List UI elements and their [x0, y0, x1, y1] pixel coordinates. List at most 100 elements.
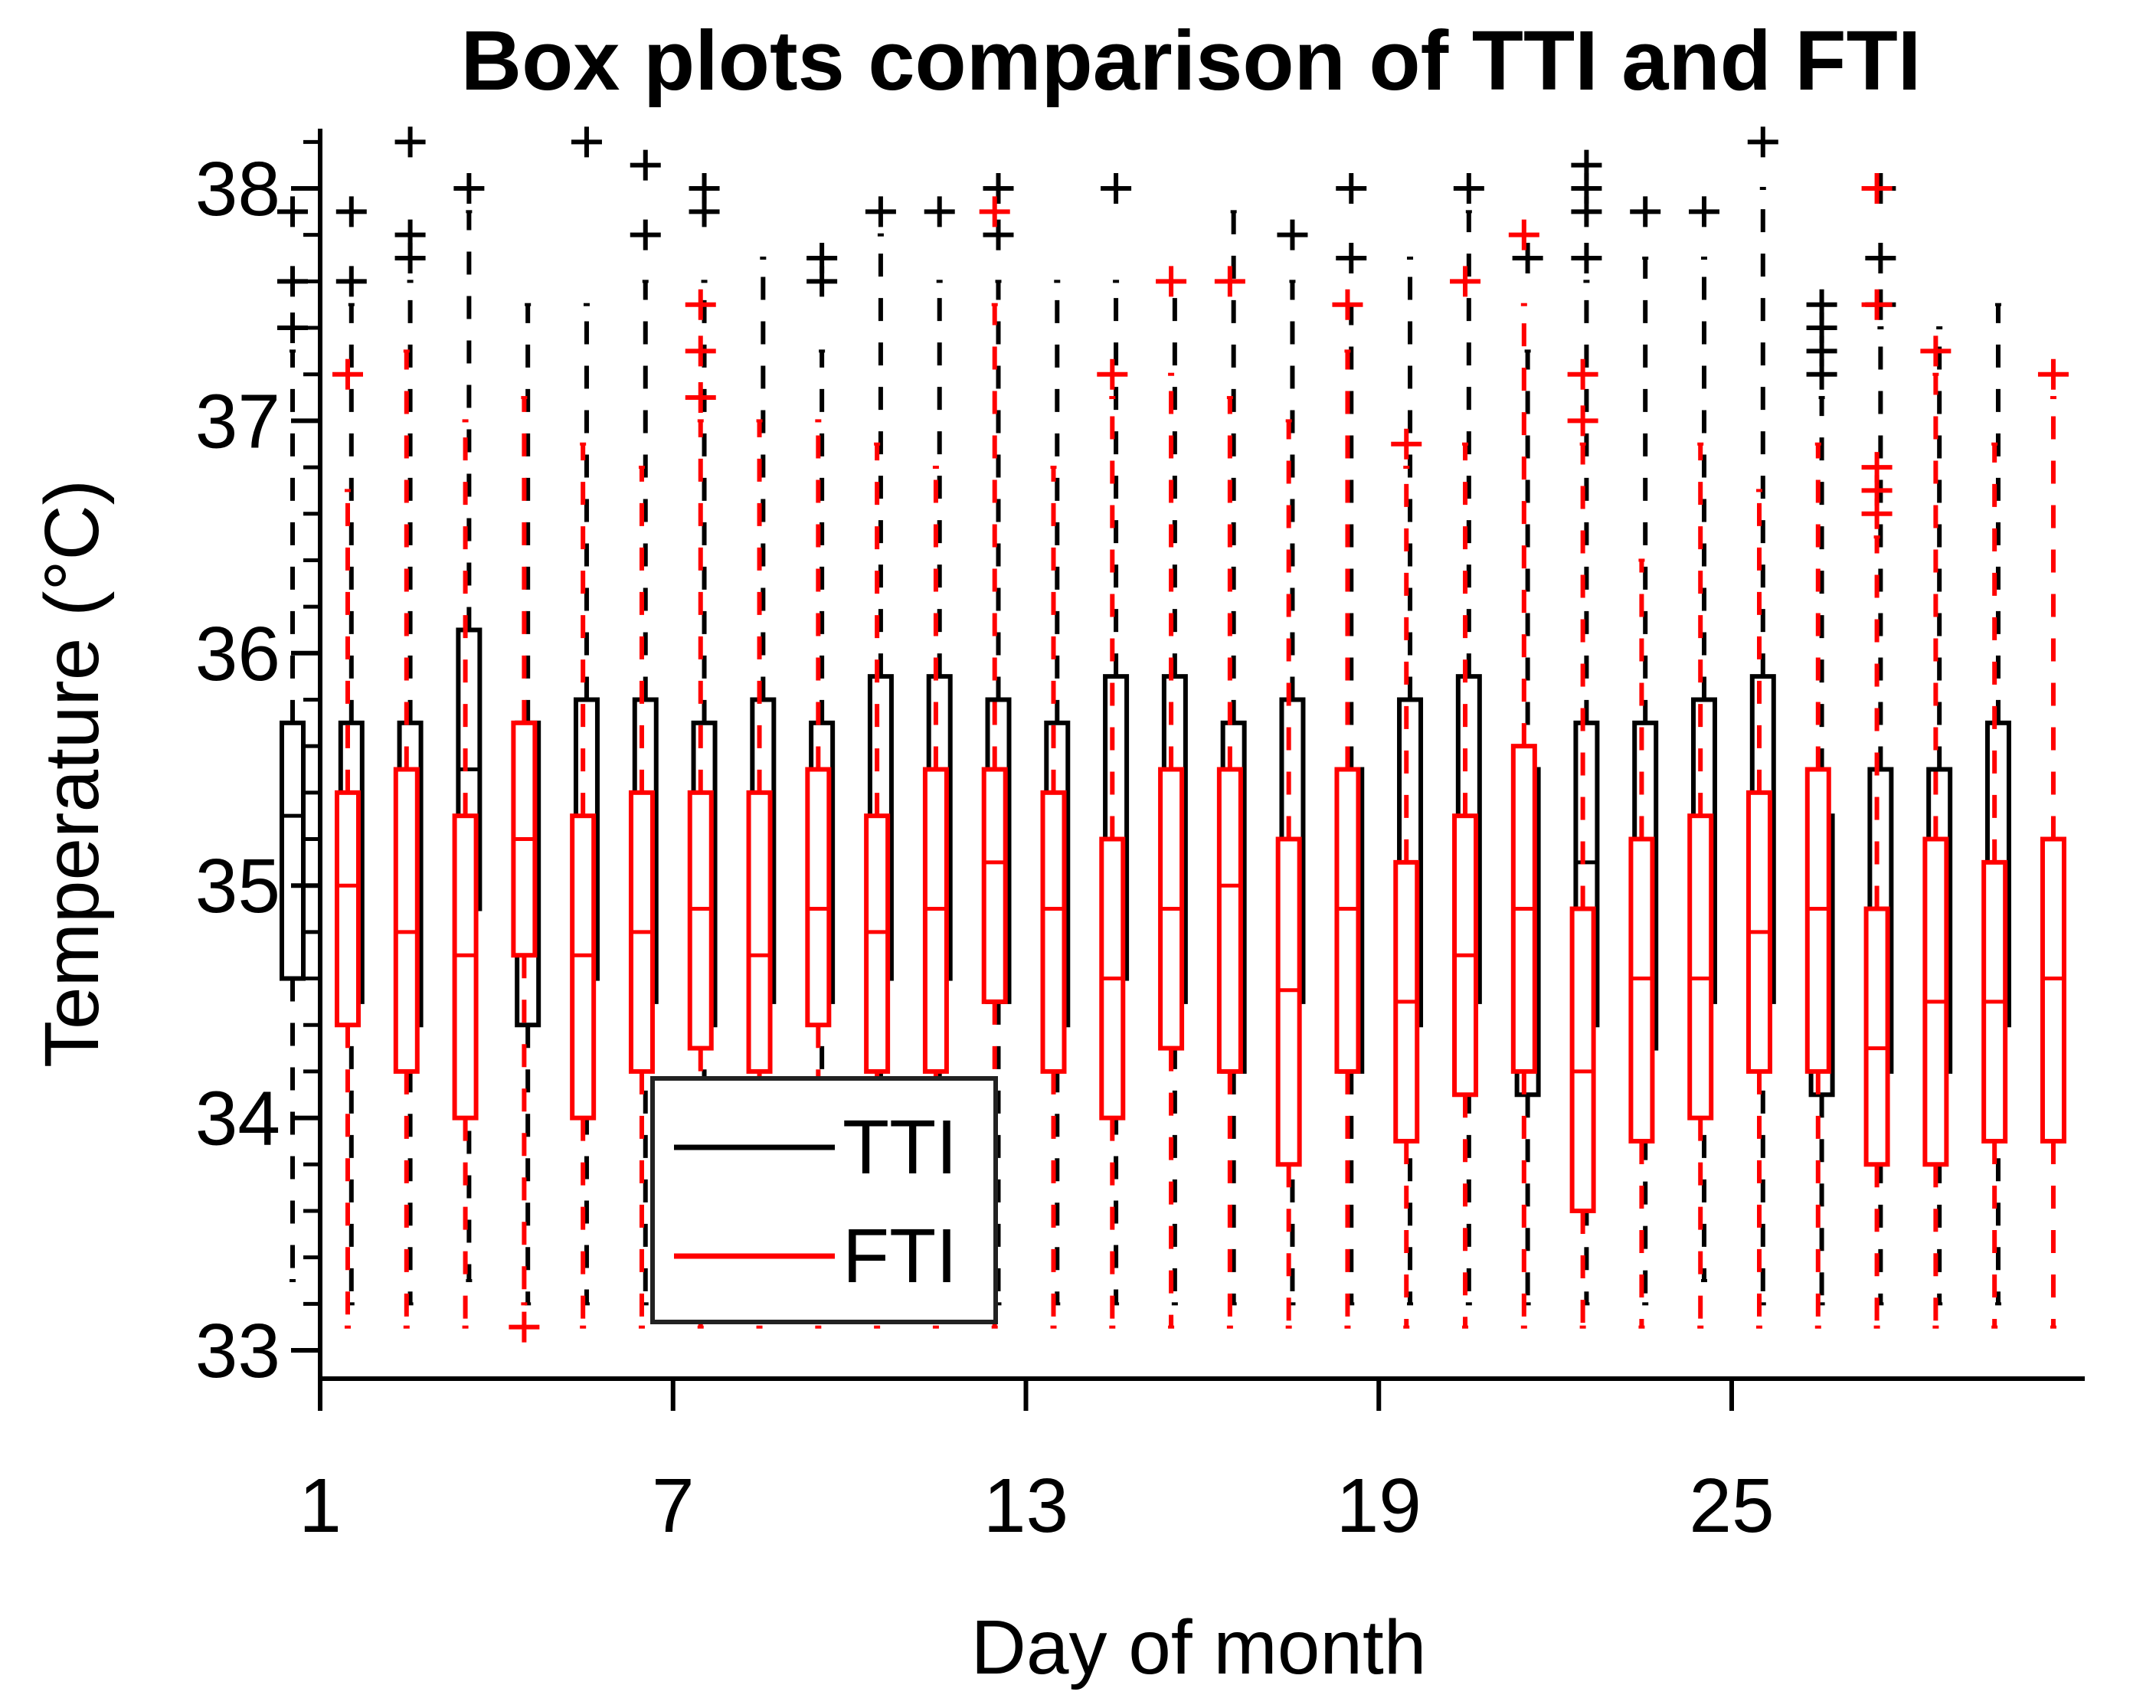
fti-outlier-marker: [509, 1311, 540, 1343]
fti-box-day-12: [979, 196, 1010, 1329]
fti-box-day-17: [1275, 419, 1302, 1329]
fti-box-day-26: [1804, 442, 1831, 1329]
legend-box: [650, 1076, 998, 1324]
fti-outlier-marker: [1450, 266, 1481, 297]
fti-outlier-marker: [1508, 219, 1539, 250]
fti-outlier-marker: [1332, 289, 1363, 320]
fti-iqr-box: [1687, 813, 1714, 1121]
fti-iqr-box: [335, 790, 361, 1028]
fti-outlier-marker: [1156, 266, 1187, 297]
fti-box-day-13: [1040, 466, 1067, 1329]
x-tick-label: 13: [983, 1463, 1068, 1549]
tti-outlier-marker: [335, 266, 367, 297]
y-tick-label: 33: [195, 1308, 280, 1394]
tti-outlier-marker: [1630, 196, 1661, 227]
fti-outlier-marker: [1391, 428, 1422, 460]
fti-box-day-25: [1746, 489, 1772, 1329]
fti-outlier-marker: [1861, 452, 1893, 483]
tti-outlier-marker: [983, 173, 1014, 204]
tti-outlier-marker: [1689, 196, 1719, 227]
fti-iqr-box: [1804, 767, 1831, 1074]
fti-iqr-box: [687, 790, 714, 1051]
fti-outlier-marker: [1861, 289, 1893, 320]
tti-outlier-marker: [630, 149, 661, 181]
tti-box-day-1: [277, 196, 308, 1282]
fti-box-day-15: [1156, 266, 1187, 1329]
tti-outlier-marker: [277, 196, 308, 227]
tti-outlier-marker: [394, 126, 426, 158]
fti-outlier-marker: [1920, 335, 1952, 367]
fti-box-day-22: [1567, 358, 1598, 1329]
axes: 33 34 35 36 37 38 1 7 13 19 25: [195, 129, 2085, 1549]
fti-outlier-marker: [685, 289, 716, 320]
fti-iqr-box: [1275, 836, 1302, 1167]
tti-outlier-marker: [335, 196, 367, 227]
fti-box-day-24: [1687, 442, 1714, 1329]
fti-outlier-marker: [1861, 173, 1893, 204]
y-tick-label: 38: [195, 146, 280, 232]
fti-iqr-box: [981, 767, 1008, 1004]
tti-outlier-marker: [1336, 173, 1367, 204]
chart-title: Box plots comparison of TTI and FTI: [461, 14, 1922, 108]
fti-box-day-6: [628, 466, 655, 1329]
fti-iqr-box: [393, 767, 420, 1074]
fti-box-day-18: [1332, 289, 1363, 1329]
fti-outlier-marker: [2037, 358, 2069, 390]
plot-area: [277, 126, 2069, 1343]
fti-box-day-19: [1391, 428, 1422, 1329]
y-tick-label: 34: [195, 1076, 280, 1162]
tti-outlier-marker: [1101, 173, 1132, 204]
fti-box-day-28: [1920, 335, 1952, 1329]
y-tick-label: 35: [195, 843, 280, 929]
x-tick-label: 1: [299, 1463, 342, 1549]
legend-label-tti: TTI: [842, 1104, 957, 1190]
x-tick-label: 7: [652, 1463, 695, 1549]
fti-outlier-marker: [1567, 405, 1598, 437]
fti-box-day-1: [332, 358, 363, 1329]
tti-outlier-marker: [277, 312, 308, 344]
tti-outlier-marker: [1453, 173, 1484, 204]
fti-outlier-marker: [1567, 358, 1598, 390]
tti-outlier-marker: [865, 196, 896, 227]
tti-outlier-marker: [689, 173, 720, 204]
fti-box-day-14: [1097, 358, 1128, 1329]
x-tick-label: 25: [1689, 1463, 1774, 1549]
fti-outlier-marker: [1097, 358, 1128, 390]
tti-outlier-marker: [924, 196, 955, 227]
x-tick-label: 19: [1336, 1463, 1422, 1549]
tti-outlier-marker: [1747, 126, 1778, 158]
fti-outlier-marker: [332, 358, 363, 390]
y-axis-label: Temperature (°C): [29, 479, 115, 1068]
tti-outlier-marker: [630, 219, 661, 250]
fti-box-day-11: [922, 466, 949, 1329]
tti-iqr-box: [280, 720, 306, 981]
tti-outlier-marker: [453, 173, 485, 204]
y-tick-label: 37: [195, 378, 280, 464]
x-axis-label: Day of month: [971, 1605, 1427, 1690]
legend-label-fti: FTI: [842, 1213, 957, 1299]
fti-iqr-box: [1040, 790, 1067, 1074]
tti-outlier-marker: [1571, 243, 1602, 274]
fti-box-day-29: [1981, 442, 2008, 1329]
tti-outlier-marker: [277, 266, 308, 297]
legend: TTI FTI: [650, 1076, 998, 1324]
tti-outlier-marker: [806, 243, 838, 274]
fti-box-day-3: [452, 419, 479, 1329]
fti-box-day-5: [570, 442, 597, 1329]
fti-iqr-box: [1863, 906, 1890, 1167]
tti-outlier-marker: [1336, 243, 1367, 274]
fti-outlier-marker: [685, 382, 716, 414]
fti-iqr-box: [1334, 767, 1361, 1074]
tti-outlier-marker: [571, 126, 602, 158]
tti-outlier-marker: [1806, 289, 1837, 320]
fti-iqr-box: [1628, 836, 1655, 1144]
fti-iqr-box: [922, 767, 949, 1074]
fti-outlier-marker: [685, 335, 716, 367]
fti-box-day-2: [393, 349, 420, 1329]
fti-box-day-20: [1450, 266, 1481, 1329]
tti-outlier-marker: [1512, 243, 1543, 274]
y-tick-label: 36: [195, 611, 280, 697]
fti-iqr-box: [1216, 767, 1243, 1074]
fti-box-day-27: [1861, 173, 1893, 1329]
